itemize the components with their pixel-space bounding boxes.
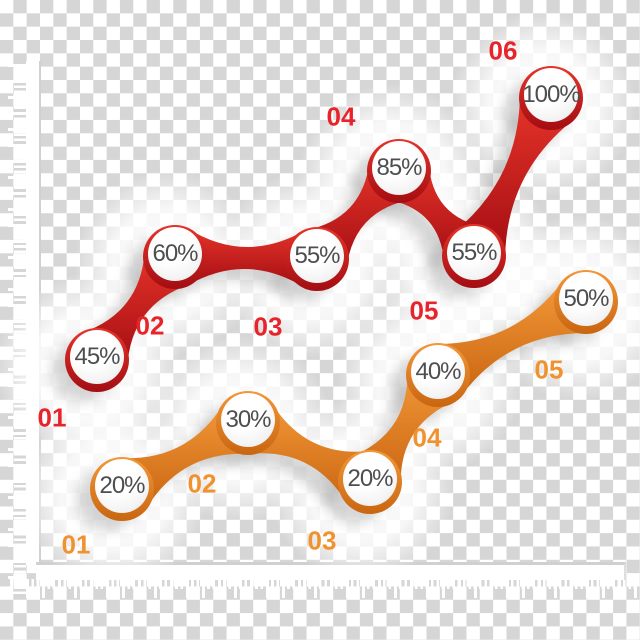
node-value: 20% <box>95 459 149 513</box>
y-axis-bar <box>26 61 41 565</box>
node-glow <box>374 170 558 354</box>
node-red-03: 55% <box>285 227 349 291</box>
node-red-05: 55% <box>442 224 506 288</box>
red-series-links <box>81 96 572 368</box>
step-label-orange-04: 04 <box>412 422 442 453</box>
node-value: 100% <box>522 68 581 122</box>
x-axis-ruler-ticks-long <box>10 579 638 598</box>
node-red-02: 60% <box>143 225 207 289</box>
node-red-01: 45% <box>65 328 129 392</box>
step-label-red-03: 03 <box>253 311 283 342</box>
node-glow <box>299 85 483 269</box>
node-glow <box>75 171 259 355</box>
y-axis-ruler-ticks-long <box>8 64 26 594</box>
node-glow <box>217 173 401 357</box>
node-value: 55% <box>447 226 501 280</box>
node-value: 85% <box>372 141 426 195</box>
step-label-red-04: 04 <box>326 101 356 132</box>
node-red-06: 100% <box>519 66 583 130</box>
red-series-shadow <box>51 78 567 402</box>
step-label-red-06: 06 <box>488 35 518 66</box>
step-label-orange-02: 02 <box>187 468 217 499</box>
node-value: 60% <box>148 227 202 281</box>
orange-series-shadow <box>76 282 602 531</box>
node-glow <box>451 12 635 196</box>
node-glow <box>270 396 454 580</box>
node-glow <box>148 337 332 521</box>
node-red-04: 85% <box>367 139 431 203</box>
node-glow <box>22 403 206 587</box>
node-orange-03: 20% <box>338 450 402 514</box>
node-value: 50% <box>559 272 613 326</box>
node-glow <box>486 216 640 400</box>
x-axis-bar <box>36 562 626 580</box>
step-label-orange-01: 01 <box>61 529 91 560</box>
step-label-red-02: 02 <box>135 310 165 341</box>
step-label-red-01: 01 <box>37 402 67 433</box>
orange-series-links <box>119 281 588 509</box>
node-value: 40% <box>411 345 465 399</box>
node-orange-04: 40% <box>406 343 470 407</box>
step-label-red-05: 05 <box>409 295 439 326</box>
step-label-orange-03: 03 <box>307 525 337 556</box>
step-label-orange-05: 05 <box>534 354 564 385</box>
node-value: 55% <box>290 229 344 283</box>
node-orange-05: 50% <box>554 270 618 334</box>
node-glow <box>338 289 522 473</box>
node-value: 30% <box>221 393 275 447</box>
node-orange-01: 20% <box>90 457 154 521</box>
node-value: 20% <box>343 452 397 506</box>
node-orange-02: 30% <box>216 391 280 455</box>
node-value: 45% <box>70 330 124 384</box>
